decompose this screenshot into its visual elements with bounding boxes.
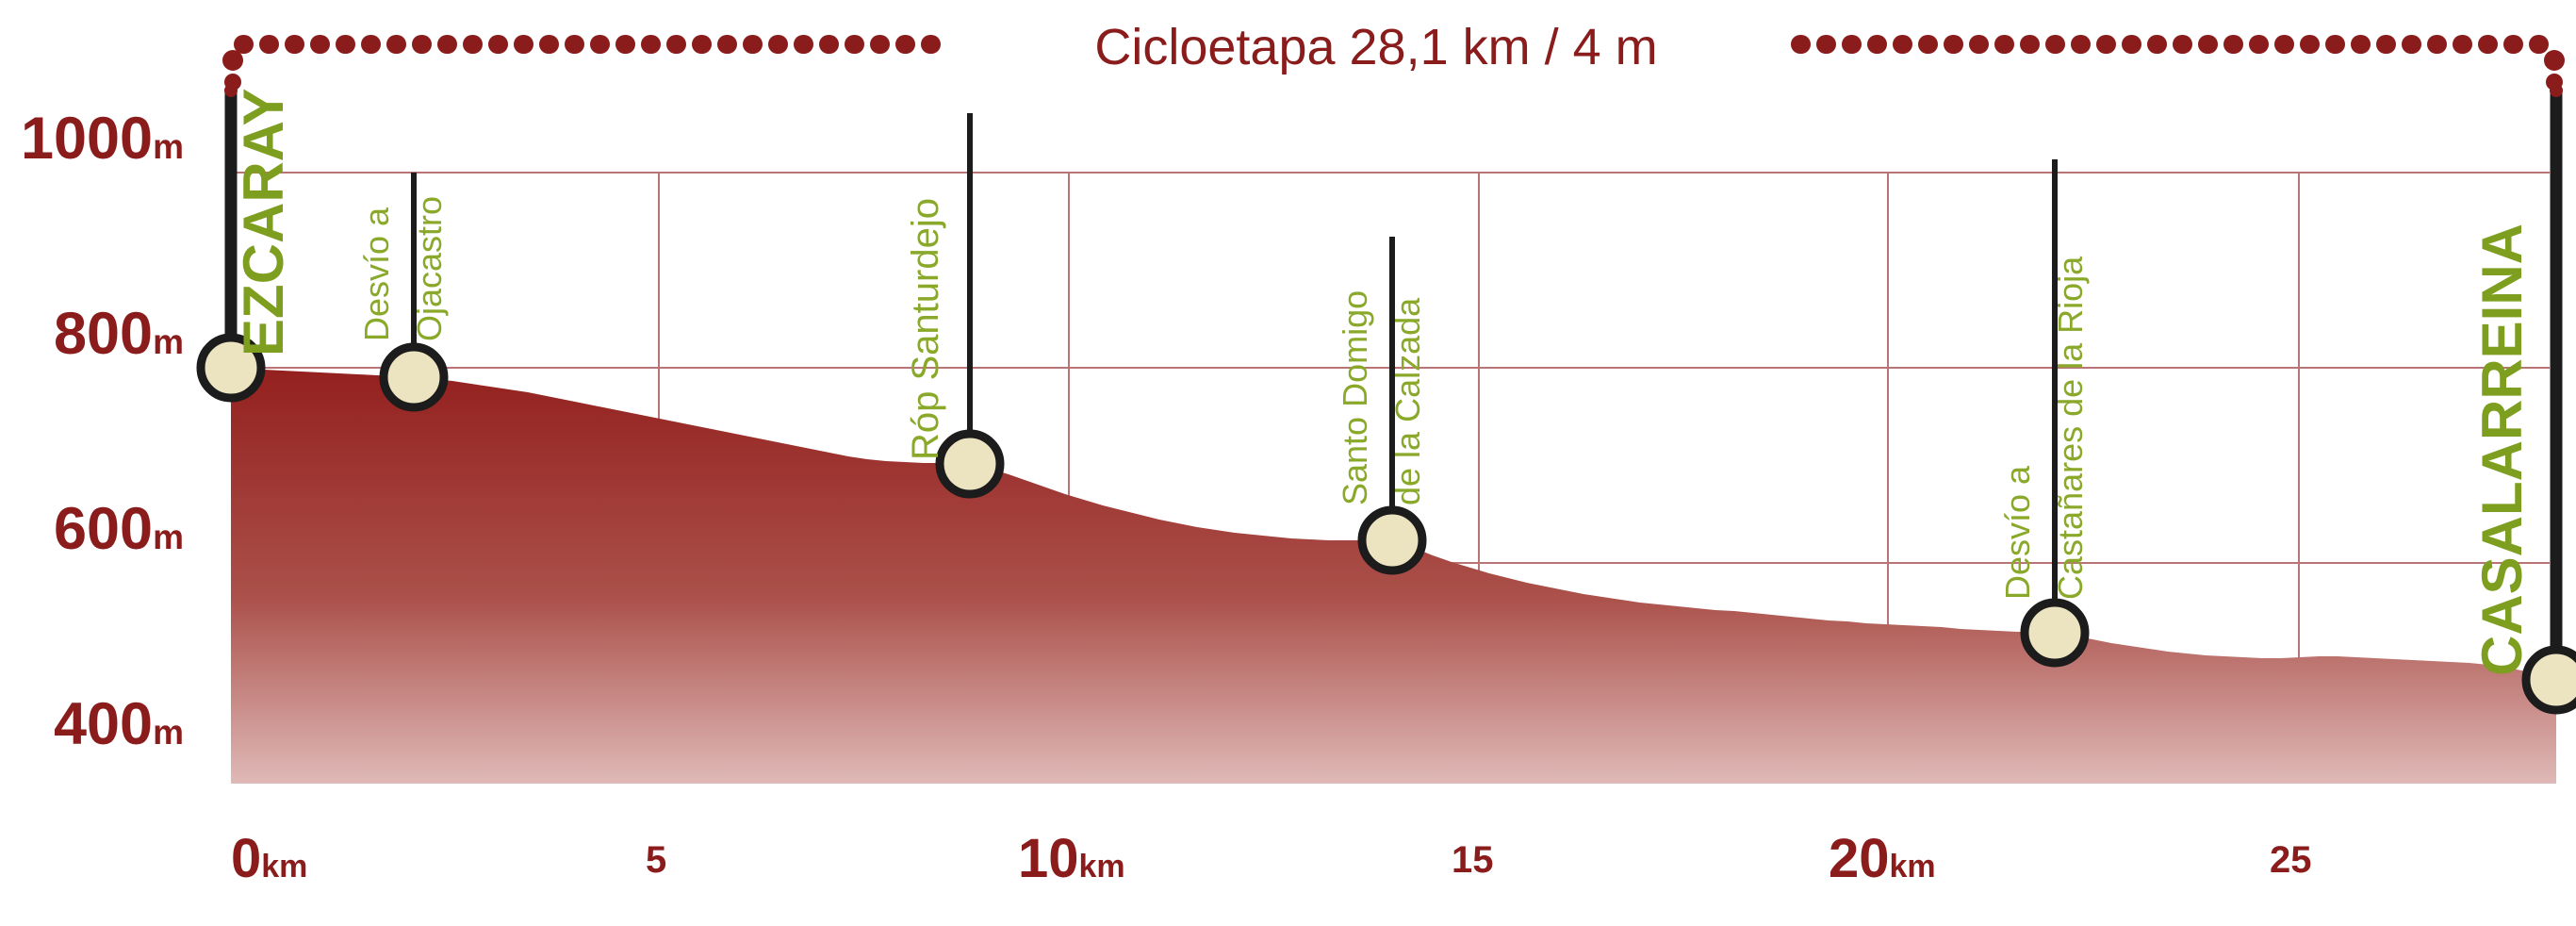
svg-text:400m: 400m bbox=[54, 691, 184, 757]
svg-text:25: 25 bbox=[2270, 839, 2312, 881]
svg-text:5: 5 bbox=[646, 839, 666, 881]
svg-text:de la Calzada: de la Calzada bbox=[1388, 297, 1427, 505]
svg-text:Castañares de la Rioja: Castañares de la Rioja bbox=[2051, 256, 2090, 600]
svg-text:10km: 10km bbox=[1018, 828, 1125, 889]
svg-text:800m: 800m bbox=[54, 301, 184, 367]
svg-text:CASALARREINA: CASALARREINA bbox=[2470, 223, 2534, 676]
svg-text:600m: 600m bbox=[54, 496, 184, 562]
svg-text:Santo Domigo: Santo Domigo bbox=[1336, 290, 1374, 505]
svg-text:0km: 0km bbox=[231, 828, 307, 889]
svg-text:Desvío a: Desvío a bbox=[357, 207, 396, 341]
svg-text:EZCARAY: EZCARAY bbox=[232, 88, 295, 356]
svg-text:Cicloetapa 28,1 km / 4 m: Cicloetapa 28,1 km / 4 m bbox=[1094, 19, 1657, 75]
svg-text:Róp Santurdejo: Róp Santurdejo bbox=[905, 198, 946, 460]
svg-text:15: 15 bbox=[1452, 839, 1494, 881]
svg-text:1000m: 1000m bbox=[21, 106, 184, 172]
svg-text:20km: 20km bbox=[1829, 828, 1936, 889]
svg-text:Ojacastro: Ojacastro bbox=[410, 196, 449, 341]
svg-text:Desvío a: Desvío a bbox=[1998, 465, 2037, 600]
